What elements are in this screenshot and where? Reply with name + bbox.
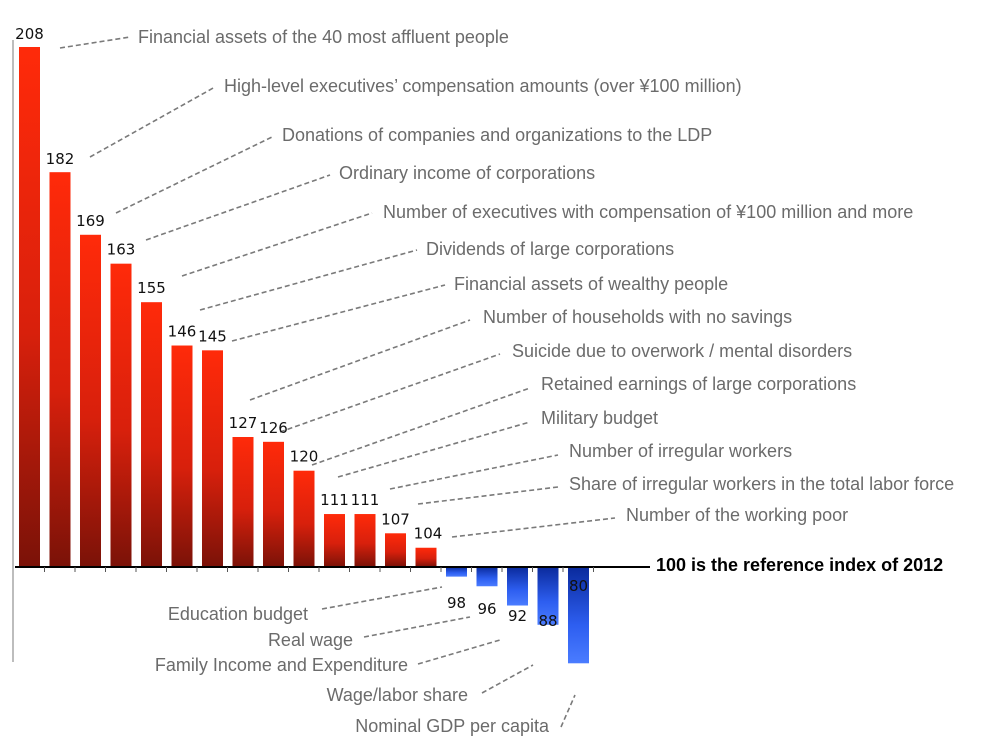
bar-8	[232, 437, 254, 567]
value-label: 88	[538, 612, 557, 630]
category-label: Retained earnings of large corporations	[541, 374, 856, 394]
category-label: Real wage	[268, 630, 353, 650]
bar-12	[354, 514, 376, 567]
category-label: Ordinary income of corporations	[339, 163, 595, 183]
leader-line	[311, 387, 531, 466]
baseline-ticks	[44, 567, 594, 572]
bar-1	[19, 47, 40, 567]
value-label: 126	[259, 419, 288, 437]
reference-label: 100 is the reference index of 2012	[656, 555, 943, 575]
category-label: Number of irregular workers	[569, 441, 792, 461]
value-label: 208	[15, 25, 44, 43]
leader-line	[337, 421, 531, 478]
category-label: Number of households with no savings	[483, 307, 792, 327]
leader-line	[59, 36, 131, 49]
bar-2	[49, 172, 71, 567]
value-label: 146	[168, 323, 197, 341]
leader-line	[231, 284, 446, 342]
category-label: Number of the working poor	[626, 505, 848, 525]
leader-line	[451, 517, 616, 538]
value-label: 120	[290, 448, 319, 466]
category-label: Financial assets of the 40 most affluent…	[138, 27, 509, 47]
category-label: Dividends of large corporations	[426, 239, 674, 259]
labels-layer: 208 Financial assets of the 40 most afflu…	[15, 25, 954, 736]
category-label: Donations of companies and organizations…	[282, 125, 712, 145]
leader-line	[321, 586, 443, 610]
bar-19	[568, 567, 589, 664]
value-label: 111	[320, 491, 349, 509]
bar-4	[110, 263, 132, 567]
value-label: 145	[198, 327, 227, 345]
bar-10	[293, 470, 315, 567]
value-label: 96	[477, 600, 496, 618]
bar-16	[476, 567, 498, 587]
bar-18	[537, 567, 559, 625]
bar-15	[446, 567, 467, 577]
category-label: Family Income and Expenditure	[155, 655, 408, 675]
value-label: 163	[107, 241, 136, 259]
bar-7	[202, 350, 223, 567]
leader-lines-layer	[59, 36, 616, 728]
category-label: Military budget	[541, 408, 658, 428]
leader-line	[199, 249, 418, 311]
value-label: 104	[414, 525, 443, 543]
value-label: 127	[229, 414, 258, 432]
bar-9	[263, 441, 284, 567]
leader-line	[249, 319, 471, 401]
bar-13	[385, 533, 406, 567]
bar-17	[507, 567, 528, 606]
bar-11	[324, 514, 345, 567]
category-label: Financial assets of wealthy people	[454, 274, 728, 294]
value-label: 155	[137, 279, 166, 297]
value-label: 98	[447, 594, 466, 612]
leader-line	[417, 486, 559, 505]
value-label: 92	[508, 607, 527, 625]
leader-line	[481, 664, 534, 694]
leader-line	[417, 639, 501, 665]
category-label: Number of executives with compensation o…	[383, 202, 913, 222]
category-label: High-level executives’ compensation amou…	[224, 76, 742, 96]
bars-layer	[19, 47, 589, 664]
bar-5	[141, 302, 162, 567]
category-label: Wage/labor share	[327, 685, 468, 705]
category-label: Share of irregular workers in the total …	[569, 474, 954, 494]
category-label: Suicide due to overwork / mental disorde…	[512, 341, 852, 361]
leader-line	[389, 454, 559, 490]
leader-line	[279, 353, 501, 433]
category-label: Education budget	[168, 604, 308, 624]
bar-14	[415, 547, 437, 567]
value-label: 111	[351, 491, 380, 509]
leader-line	[115, 136, 273, 214]
leader-line	[145, 174, 331, 241]
leader-line	[363, 616, 471, 638]
value-label: 80	[569, 577, 588, 595]
leader-line	[89, 86, 216, 158]
bar-6	[171, 345, 193, 567]
category-label: Nominal GDP per capita	[355, 716, 550, 736]
value-label: 169	[76, 212, 105, 230]
value-label: 107	[381, 510, 410, 528]
leader-line	[560, 694, 576, 728]
bar-3	[80, 234, 101, 567]
value-label: 182	[46, 150, 75, 168]
leader-line	[181, 212, 373, 277]
